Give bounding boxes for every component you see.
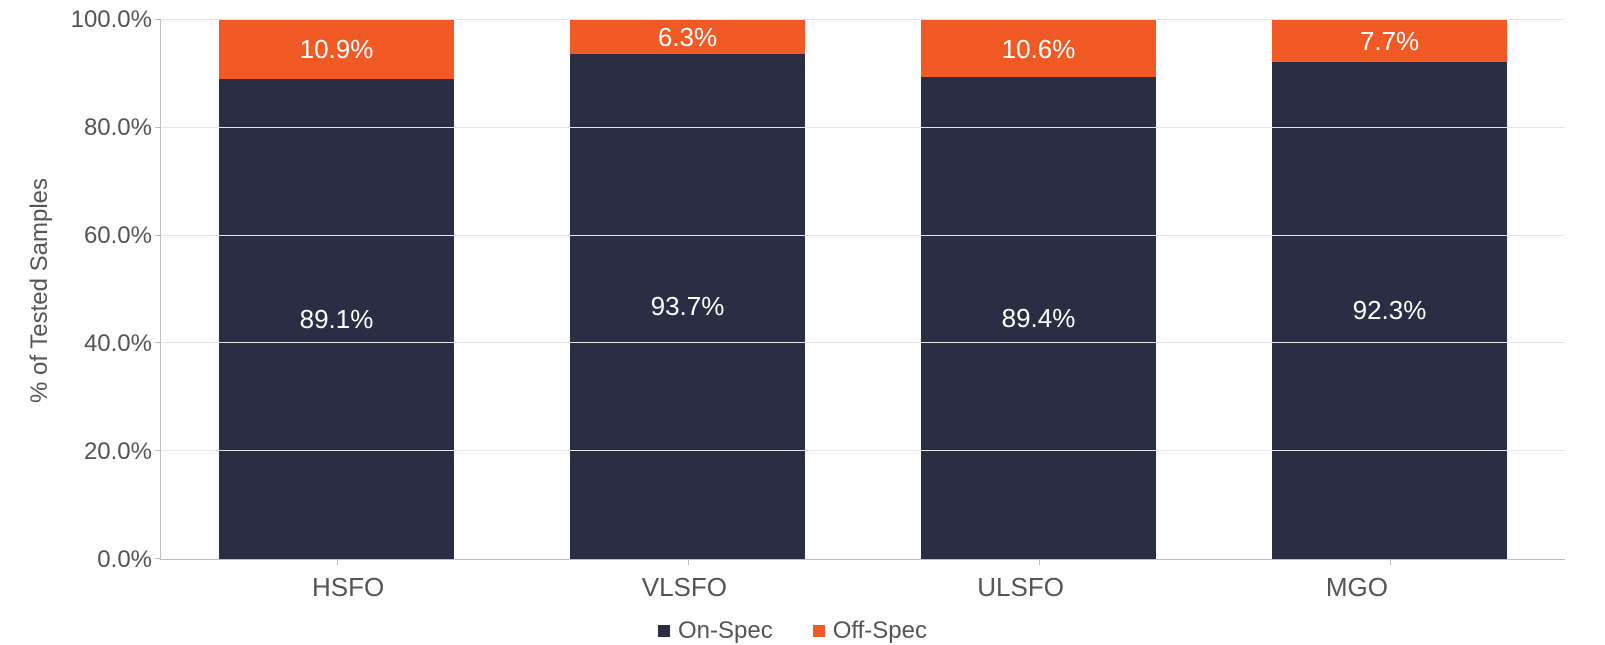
chart-container: % of Tested Samples 0.0% 20.0% 40.0% 60.0% 8…	[0, 0, 1605, 638]
legend-item: On-Spec	[658, 617, 773, 645]
x-axis-label: MGO	[1189, 572, 1525, 603]
y-tick-mark	[155, 127, 161, 128]
bar-slot: 6.3%93.7%	[512, 20, 863, 559]
y-tick-label: 20.0%	[84, 438, 152, 466]
bar-segment: 10.6%	[921, 20, 1156, 77]
y-tick-label: 0.0%	[97, 546, 152, 574]
bar-segment: 89.1%	[219, 79, 454, 559]
legend-swatch	[658, 625, 670, 637]
x-axis-label: HSFO	[180, 572, 516, 603]
y-tick-label: 60.0%	[84, 222, 152, 250]
grid-line	[161, 235, 1565, 236]
y-tick-mark	[155, 558, 161, 559]
bar-segment: 7.7%	[1272, 20, 1507, 62]
x-axis-label: ULSFO	[853, 572, 1189, 603]
legend: On-Spec Off-Spec	[20, 617, 1565, 645]
bar: 6.3%93.7%	[570, 20, 805, 559]
bar-segment: 93.7%	[570, 54, 805, 559]
x-tick-mark	[1039, 559, 1040, 565]
chart-body: % of Tested Samples 0.0%20.0%40.0%60.0%8…	[20, 20, 1565, 560]
legend-label: Off-Spec	[833, 617, 927, 645]
y-tick-label: 40.0%	[84, 330, 152, 358]
grid-line	[161, 450, 1565, 451]
y-axis-ticks: 0.0%20.0%40.0%60.0%80.0%100.0%	[60, 20, 160, 560]
legend-swatch	[813, 625, 825, 637]
bar-slot: 10.9%89.1%	[161, 20, 512, 559]
bar-segment: 10.9%	[219, 20, 454, 79]
bar: 7.7%92.3%	[1272, 20, 1507, 559]
x-tick-mark	[1390, 559, 1391, 565]
bars-group: 10.9%89.1% 6.3%93.7% 10.6%89.4% 7.7%92.3%	[161, 20, 1565, 559]
x-tick-mark	[337, 559, 338, 565]
grid-line	[161, 342, 1565, 343]
legend-item: Off-Spec	[813, 617, 927, 645]
x-axis-label: VLSFO	[516, 572, 852, 603]
bar: 10.6%89.4%	[921, 20, 1156, 559]
grid-line	[161, 19, 1565, 20]
legend-label: On-Spec	[678, 617, 773, 645]
bar-slot: 7.7%92.3%	[1214, 20, 1565, 559]
y-tick-mark	[155, 450, 161, 451]
y-tick-label: 100.0%	[71, 6, 152, 34]
y-tick-label: 80.0%	[84, 114, 152, 142]
y-axis-label: % of Tested Samples	[20, 20, 60, 560]
plot-area: 10.9%89.1% 6.3%93.7% 10.6%89.4% 7.7%92.3%	[160, 20, 1565, 560]
y-tick-mark	[155, 235, 161, 236]
bar-segment: 92.3%	[1272, 62, 1507, 559]
grid-line	[161, 127, 1565, 128]
y-tick-mark	[155, 19, 161, 20]
bar: 10.9%89.1%	[219, 20, 454, 559]
bar-segment: 6.3%	[570, 20, 805, 54]
y-tick-mark	[155, 342, 161, 343]
x-axis-labels: HSFOVLSFOULSFOMGO	[180, 572, 1525, 603]
bar-segment: 89.4%	[921, 77, 1156, 559]
x-tick-mark	[688, 559, 689, 565]
bar-slot: 10.6%89.4%	[863, 20, 1214, 559]
